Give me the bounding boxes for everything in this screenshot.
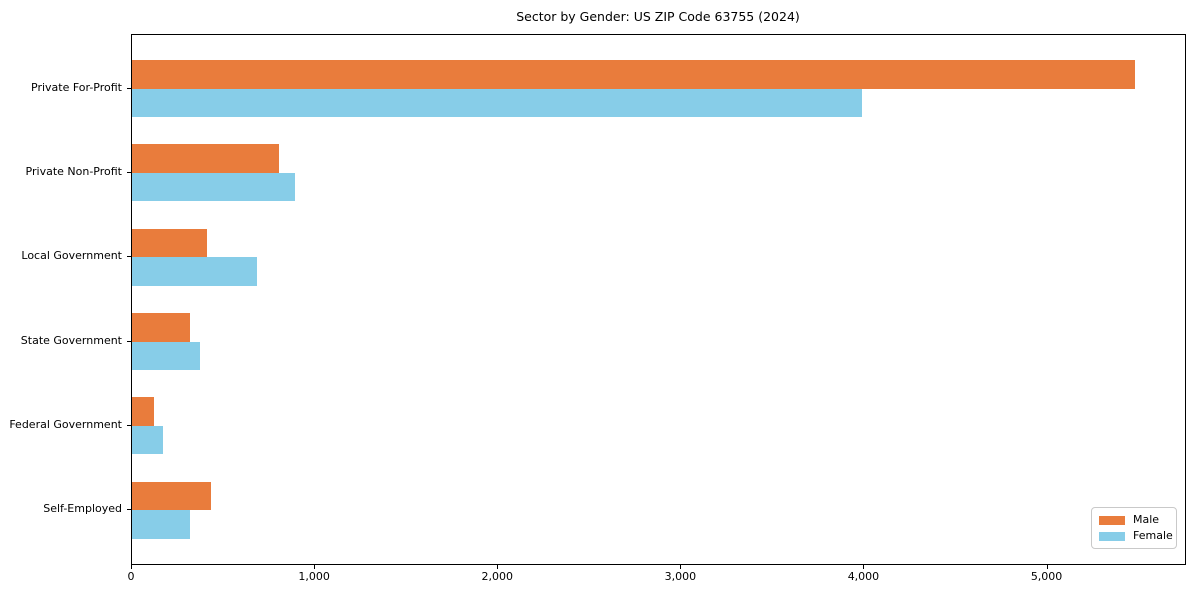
chart-title: Sector by Gender: US ZIP Code 63755 (202… bbox=[516, 9, 800, 24]
y-tick-label: Federal Government bbox=[9, 417, 122, 431]
x-tick-label: 3,000 bbox=[664, 570, 697, 583]
legend-label-female: Female bbox=[1133, 529, 1173, 542]
x-tick-mark bbox=[314, 565, 315, 569]
legend-label-male: Male bbox=[1133, 513, 1160, 526]
bar-female-1 bbox=[132, 172, 295, 202]
bar-male-1 bbox=[132, 144, 280, 173]
y-tick-label: Self-Employed bbox=[43, 502, 122, 516]
bar-male-5 bbox=[132, 481, 211, 511]
y-tick-mark bbox=[127, 509, 131, 510]
bar-female-5 bbox=[132, 510, 190, 539]
legend-entry-female: Female bbox=[1099, 530, 1173, 542]
x-tick-label: 2,000 bbox=[481, 570, 513, 583]
bar-male-0 bbox=[132, 60, 1136, 89]
x-tick-mark bbox=[863, 565, 864, 569]
legend-swatch-female-icon bbox=[1099, 531, 1125, 541]
bar-female-3 bbox=[132, 341, 200, 371]
bar-male-2 bbox=[132, 228, 208, 258]
x-tick-mark bbox=[1047, 565, 1048, 569]
y-tick-label: Private For-Profit bbox=[31, 80, 122, 94]
legend-swatch-male-icon bbox=[1099, 515, 1125, 525]
bar-female-0 bbox=[132, 88, 862, 118]
x-tick-label: 4,000 bbox=[847, 570, 880, 583]
bar-male-3 bbox=[132, 313, 191, 342]
y-tick-mark bbox=[127, 341, 131, 342]
plot-area bbox=[131, 34, 1186, 565]
x-tick-label: 0 bbox=[127, 570, 135, 583]
y-tick-label: Private Non-Profit bbox=[25, 164, 122, 178]
x-tick-mark bbox=[680, 565, 681, 569]
y-tick-mark bbox=[127, 256, 131, 257]
y-tick-mark bbox=[127, 172, 131, 173]
bar-female-4 bbox=[132, 425, 164, 455]
x-tick-label: 5,000 bbox=[1030, 570, 1063, 583]
x-tick-label: 1,000 bbox=[298, 570, 330, 583]
legend: Male Female bbox=[1091, 507, 1177, 549]
legend-entry-male: Male bbox=[1099, 514, 1169, 526]
y-tick-label: State Government bbox=[20, 333, 122, 347]
y-tick-label: Local Government bbox=[21, 249, 122, 263]
y-tick-mark bbox=[127, 425, 131, 426]
bar-female-2 bbox=[132, 257, 258, 286]
y-tick-mark bbox=[127, 88, 131, 89]
bar-male-4 bbox=[132, 397, 154, 426]
x-tick-mark bbox=[131, 565, 132, 569]
x-tick-mark bbox=[497, 565, 498, 569]
